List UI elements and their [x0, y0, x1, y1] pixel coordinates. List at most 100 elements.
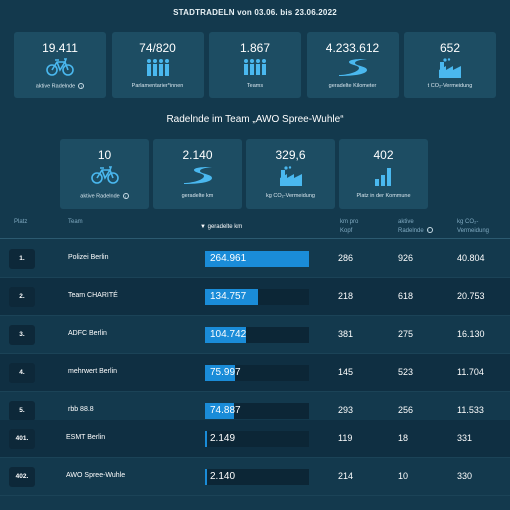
co2-cell: 16.130: [457, 329, 485, 339]
km-value: 104.742: [210, 329, 247, 340]
team-icon: [209, 58, 301, 76]
row-divider: [0, 457, 510, 458]
rank-badge: 401.: [9, 429, 35, 449]
stat-label: geradelte Kilometer: [307, 83, 399, 89]
rank-badge: 3.: [9, 325, 35, 345]
team-name[interactable]: AWO Spree-Wuhle: [66, 472, 126, 479]
active-cyclists-cell: 523: [398, 367, 414, 377]
table-row[interactable]: 402. AWO Spree-Wuhle 2.140 214 10 330: [0, 458, 510, 496]
team-stat-card: 402 Platz in der Kommune: [339, 139, 428, 209]
table-row[interactable]: 401. ESMT Berlin 2.149 119 18 331: [0, 420, 510, 458]
stat-label-text: aktive Radelnde: [35, 83, 76, 90]
row-divider: [0, 277, 510, 278]
city-stat-card: 4.233.612 geradelte Kilometer: [306, 32, 399, 98]
km-bar: 2.149: [205, 431, 309, 447]
km-value: 134.757: [210, 291, 247, 302]
stat-label: Parlamentarier*innen: [112, 83, 204, 89]
stat-value: 329,6: [275, 148, 306, 162]
stat-label-text: geradelte km: [181, 193, 214, 199]
team-name[interactable]: rbb 88.8: [68, 406, 94, 413]
km-bar: 264.961: [205, 251, 309, 267]
team-name[interactable]: Team CHARITÉ: [68, 292, 118, 299]
km-per-head-cell: 145: [338, 367, 354, 377]
column-header-km[interactable]: ▼ geradelte km: [200, 224, 243, 230]
table-row[interactable]: 4. mehrwert Berlin 75.997 145 523 11.704: [0, 354, 510, 392]
city-stat-card: 1.867 Teams: [209, 32, 301, 98]
team-stat-card: 2.140 geradelte km: [153, 139, 242, 209]
stat-label-text: kg CO₂-Vermeidung: [266, 193, 315, 199]
team-stat-card: 329,6 kg CO₂-Vermeidung: [246, 139, 335, 209]
km-per-head-cell: 293: [338, 405, 354, 415]
active-cyclists-cell: 18: [398, 433, 409, 443]
factory-icon: [246, 166, 335, 186]
co2-cell: 40.804: [457, 253, 485, 263]
table-row[interactable]: 1. Polizei Berlin 264.961 286 926 40.804: [0, 240, 510, 278]
team-stat-card: 10 aktive Radelnde i: [60, 139, 149, 209]
km-per-head-cell: 218: [338, 291, 354, 301]
city-stat-card: 19.411 aktive Radelnde i: [14, 32, 106, 98]
stat-label-text: geradelte Kilometer: [328, 83, 377, 89]
km-bar-fill: [205, 469, 207, 485]
row-divider: [0, 495, 510, 496]
column-header-km-per-head[interactable]: km pro Kopf: [340, 219, 359, 234]
co2-cell: 330: [457, 471, 473, 481]
stat-label: kg CO₂-Vermeidung: [246, 193, 335, 199]
table-header-divider: [0, 238, 510, 239]
rank-badge: 1.: [9, 249, 35, 269]
team-name[interactable]: mehrwert Berlin: [68, 368, 118, 375]
km-value: 74.887: [210, 405, 241, 416]
active-cyclists-cell: 618: [398, 291, 414, 301]
km-per-head-cell: 119: [338, 433, 353, 443]
stat-label-text: aktive Radelnde: [80, 193, 120, 200]
stat-value: 19.411: [42, 41, 78, 55]
rank-badge: 4.: [9, 363, 35, 383]
co2-cell: 331: [457, 433, 473, 443]
ranking-icon: [339, 166, 428, 186]
stat-label: aktive Radelnde i: [60, 193, 149, 199]
km-bar-fill: [205, 327, 247, 343]
stat-label: aktive Radelnde i: [14, 83, 106, 89]
column-header-active[interactable]: aktive Radelnde i: [398, 218, 433, 236]
row-divider: [0, 353, 510, 354]
info-icon[interactable]: i: [122, 193, 129, 199]
active-cyclists-cell: 275: [398, 329, 414, 339]
team-name[interactable]: ADFC Berlin: [68, 330, 107, 337]
stat-label-text: Parlamentarier*innen: [131, 83, 184, 89]
page-title: STADTRADELN von 03.06. bis 23.06.2022: [173, 8, 337, 17]
info-icon[interactable]: i: [426, 227, 433, 234]
bicycle-icon: [60, 166, 149, 184]
info-icon[interactable]: i: [78, 83, 85, 89]
table-row[interactable]: 3. ADFC Berlin 104.742 381 275 16.130: [0, 316, 510, 354]
rank-badge: 2.: [9, 287, 35, 307]
stat-value: 4.233.612: [325, 41, 380, 55]
km-value: 264.961: [210, 253, 247, 264]
rank-badge: 5.: [9, 401, 35, 421]
city-stat-card: 652 t CO₂-Vermeidung: [404, 32, 496, 98]
km-value: 75.997: [210, 367, 241, 378]
stat-value: 10: [97, 148, 112, 162]
team-name[interactable]: Polizei Berlin: [68, 254, 109, 261]
city-stat-card: 74/820 Parlamentarier*innen: [111, 32, 204, 98]
stat-label: geradelte km: [153, 193, 242, 199]
km-bar-fill: [205, 365, 235, 381]
stat-value: 1.867: [239, 41, 271, 55]
km-bar-fill: [205, 289, 258, 305]
factory-icon: [404, 58, 496, 78]
team-name[interactable]: ESMT Berlin: [66, 434, 106, 441]
column-header-team[interactable]: Team: [68, 219, 83, 225]
team-section-heading: Radelnde im Team „AWO Spree-Wuhle“: [166, 114, 344, 125]
stat-value: 402: [373, 148, 394, 162]
active-cyclists-cell: 10: [398, 471, 409, 481]
road-icon: [153, 166, 242, 184]
stat-value: 652: [439, 41, 461, 55]
stat-label: Teams: [209, 83, 301, 89]
km-bar: 74.887: [205, 403, 309, 419]
stat-value: 74/820: [139, 41, 176, 55]
stat-label-text: Platz in der Kommune: [356, 193, 411, 199]
stat-label-text: t CO₂-Vermeidung: [427, 83, 473, 89]
km-bar: 104.742: [205, 327, 309, 343]
table-row[interactable]: 2. Team CHARITÉ 134.757 218 618 20.753: [0, 278, 510, 316]
column-header-rank[interactable]: Platz: [14, 219, 28, 225]
km-per-head-cell: 381: [338, 329, 354, 339]
column-header-co2[interactable]: kg CO₂- Vermeidung: [457, 219, 490, 234]
